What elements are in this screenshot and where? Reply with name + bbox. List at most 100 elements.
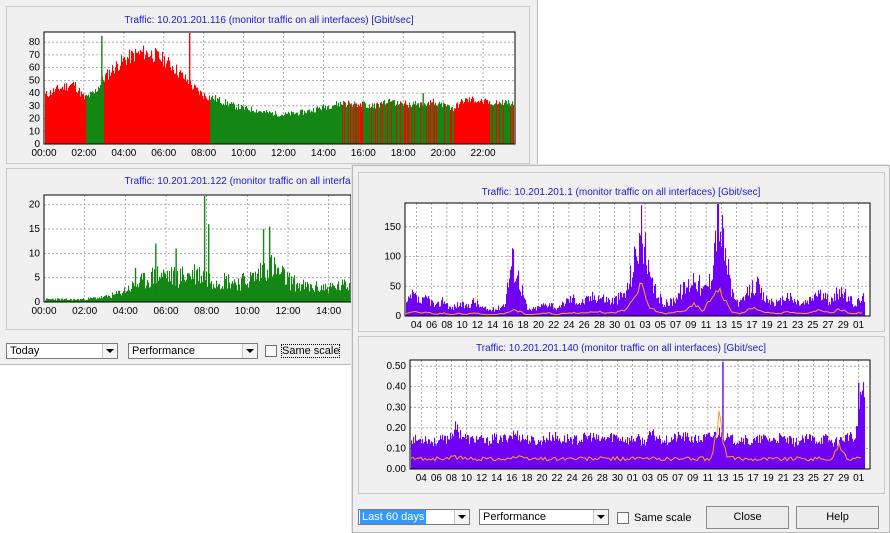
x-tick-label: 16 [502,320,514,331]
data-bar [539,441,541,469]
data-bar [769,438,771,469]
checkbox-box[interactable] [265,345,277,357]
data-bar [490,104,492,144]
data-bar [107,297,109,302]
data-bar [849,301,851,316]
close-button[interactable]: Close [706,506,789,529]
traffic-chart-140: Traffic: 10.201.201.140 (monitor traffic… [387,343,871,484]
data-bar [714,432,716,469]
period-select[interactable]: Today [6,343,118,359]
data-bar [762,439,764,469]
data-bar [864,397,866,469]
data-bar [690,442,692,469]
x-tick-label: 15 [731,320,743,331]
data-bar [431,102,433,144]
data-bar [650,276,652,316]
data-bar [419,107,421,144]
data-bar [521,440,523,469]
data-bar [755,440,757,469]
data-bar [448,439,450,469]
data-bar [658,438,660,469]
data-bar [737,442,739,469]
data-bar [80,96,82,144]
same-scale-checkbox[interactable]: Same scale [617,512,691,524]
data-bar [149,57,151,144]
data-bar [666,299,668,316]
data-bar [536,310,538,316]
data-bar [710,436,712,469]
data-bar [858,297,860,316]
chevron-down-icon[interactable] [454,510,469,524]
data-bar [110,75,112,144]
mode-select[interactable]: Performance [479,509,609,525]
data-bar [472,299,474,316]
data-bar [477,300,479,316]
data-bar [730,435,732,469]
data-bar [152,58,154,144]
data-bar [45,300,47,302]
data-bar [459,438,461,469]
data-bar [114,73,116,144]
data-bar [150,286,152,302]
data-bar [736,443,738,469]
period-select-value: Today [10,345,40,357]
data-bar [280,273,282,302]
chevron-down-icon[interactable] [593,510,608,524]
data-bar [199,267,201,302]
data-bar [527,309,529,316]
data-bar [448,309,450,316]
data-bar [682,294,684,316]
chevron-down-icon[interactable] [242,344,257,358]
data-bar [492,434,494,469]
data-bar [481,434,483,469]
data-bar [48,298,50,302]
data-bar [509,278,511,316]
data-bar [749,284,751,316]
data-bar [67,299,69,302]
mode-select[interactable]: Performance [128,343,258,359]
data-bar [841,437,843,469]
data-bar [226,275,228,302]
chevron-down-icon[interactable] [102,344,117,358]
data-bar [88,297,90,302]
data-bar [757,276,759,316]
data-bar [490,443,492,469]
data-bar [600,441,602,469]
data-bar [498,103,500,144]
data-bar [704,285,706,316]
data-bar [744,300,746,316]
data-bar [590,432,592,469]
same-scale-checkbox[interactable]: Same scale [265,344,341,358]
data-bar [159,58,161,144]
data-bar [465,98,467,144]
data-bar [579,302,581,316]
help-button[interactable]: Help [796,506,879,529]
data-bar [778,442,780,469]
data-bar [283,115,285,144]
data-bar [492,104,494,144]
checkbox-box[interactable] [617,512,629,524]
data-bar [651,435,653,469]
data-bar [177,75,179,144]
period-select[interactable]: Last 60 days [358,509,470,525]
data-bar [170,67,172,144]
data-bar [538,306,540,316]
data-bar [523,438,525,469]
data-bar [45,93,47,144]
data-bar [511,436,513,469]
data-bar [348,100,350,144]
data-bar [745,295,747,316]
data-bar [321,285,323,302]
data-bar [512,101,514,144]
data-bar [674,301,676,316]
data-bar [282,115,284,144]
data-bar [77,298,79,302]
data-bar [254,281,256,302]
data-bar [112,65,114,144]
data-bar [508,287,510,316]
data-bar [247,283,249,302]
data-bar [453,110,455,144]
data-bar [366,107,368,144]
data-bar [194,264,196,302]
chart-title: Traffic: 10.201.201.1 (monitor traffic o… [482,187,761,198]
